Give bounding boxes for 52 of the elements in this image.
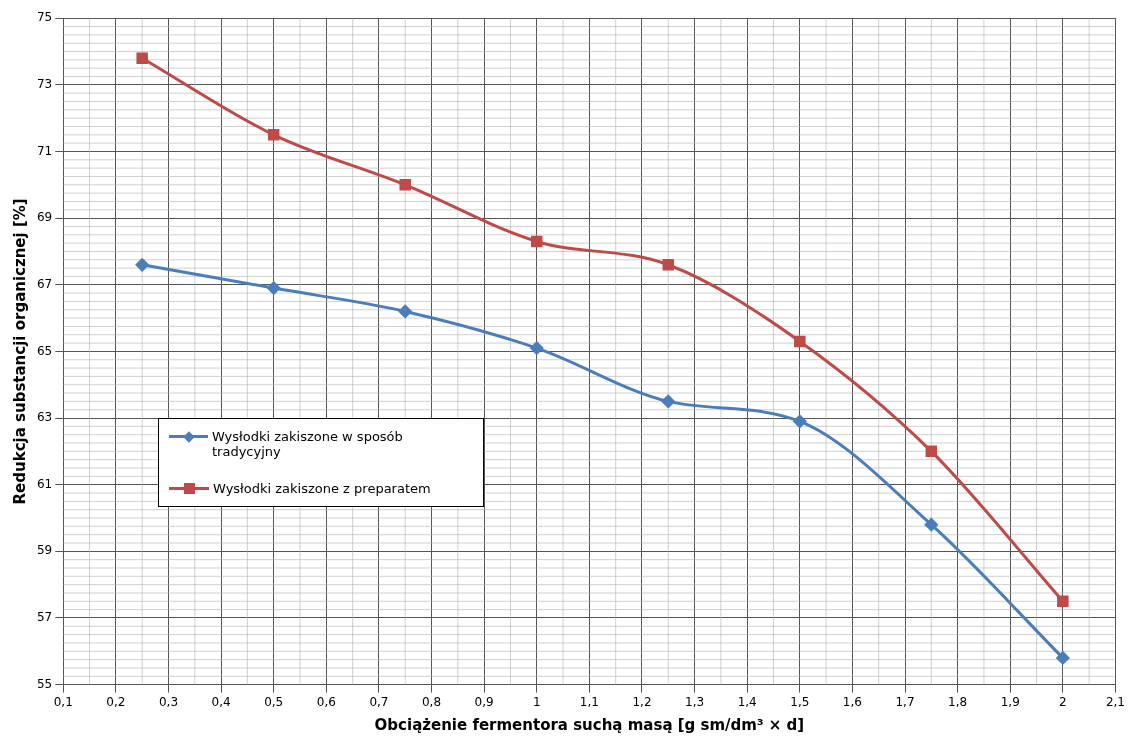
point [1056, 651, 1070, 665]
point [135, 258, 149, 272]
x-axis-title: Obciążenie fermentora suchą masą [g sm/dm³ × d] [374, 715, 805, 734]
x-tick-label: 0,5 [264, 694, 284, 709]
x-tick-label: 1 [532, 694, 541, 709]
point [267, 129, 280, 141]
x-tick-label: 1,5 [790, 694, 810, 709]
x-tick-label: 0,1 [53, 694, 73, 709]
x-tick-label: 0,8 [421, 694, 442, 709]
y-tick-label: 55 [36, 676, 53, 691]
point [793, 414, 807, 428]
y-tick-label: 63 [36, 410, 53, 425]
point [924, 518, 938, 532]
x-tick-label: 1,7 [895, 694, 915, 709]
y-tick-label: 61 [36, 476, 53, 491]
y-tick-label: 67 [36, 276, 53, 291]
x-tick-label: 1,6 [842, 694, 862, 709]
x-tick-label: 1,1 [579, 694, 599, 709]
x-tick-label: 2,1 [1105, 694, 1125, 709]
x-tick-label: 0,3 [158, 694, 179, 709]
point [267, 281, 281, 295]
x-tick-label: 0,6 [316, 694, 336, 709]
point [1057, 595, 1069, 608]
x-tick-label: 1,2 [632, 694, 652, 709]
x-tick-label: 1,9 [1000, 694, 1020, 709]
legend-label: Wysłodki zakiszone w sposób tradycyjny [211, 429, 404, 459]
y-tick-label: 65 [36, 343, 53, 358]
point [398, 304, 412, 318]
point [662, 259, 675, 271]
x-tick-label: 2 [1059, 694, 1067, 709]
point [136, 52, 148, 64]
y-axis-title: Redukcja substancji organicznej [%] [10, 198, 29, 505]
x-tick-label: 1,3 [685, 694, 705, 709]
x-tick-label: 0,7 [369, 694, 389, 709]
y-tick-label: 69 [36, 210, 53, 225]
x-tick-label: 0,4 [211, 694, 231, 709]
point [794, 335, 806, 348]
x-tick-label: 0,2 [106, 694, 126, 709]
point [531, 235, 543, 248]
y-tick-label: 71 [36, 143, 53, 158]
point [661, 394, 675, 408]
y-tick-label: 75 [36, 10, 53, 25]
x-tick-label: 0,9 [474, 694, 494, 709]
y-tick-label: 73 [36, 76, 53, 91]
point [530, 341, 544, 355]
x-tick-label: 1,4 [737, 694, 757, 709]
point [925, 445, 938, 458]
x-tick-label: 1,8 [948, 694, 968, 709]
point [399, 179, 411, 191]
legend-label: Wysłodki zakiszone z preparatem [213, 481, 431, 496]
y-tick-label: 59 [36, 543, 53, 558]
y-tick-label: 57 [36, 610, 53, 625]
